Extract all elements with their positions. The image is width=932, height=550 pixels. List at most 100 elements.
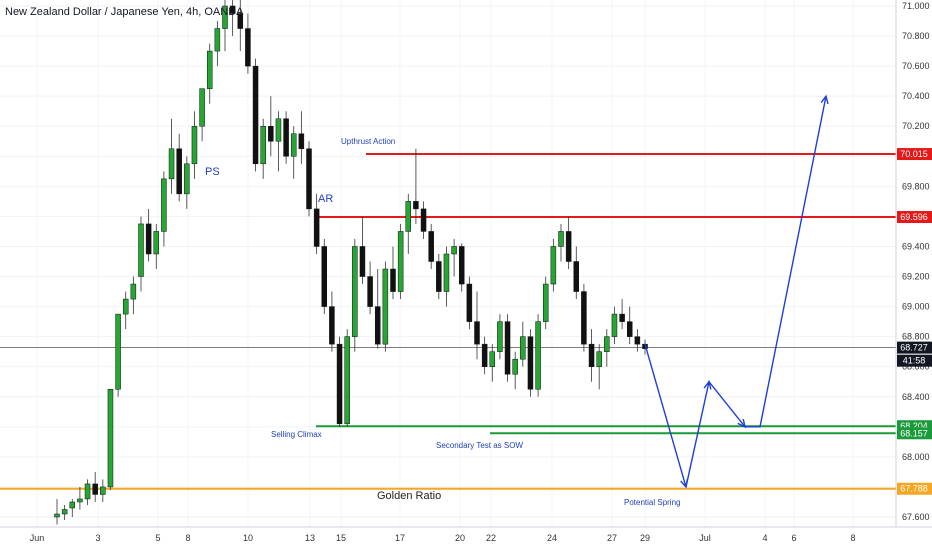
- candle: [527, 329, 534, 397]
- candle: [168, 118, 175, 194]
- time-tick-label: Jun: [30, 533, 45, 543]
- chart-title: New Zealand Dollar / Japanese Yen, 4h, O…: [5, 6, 244, 18]
- price-label-text: 68.157: [900, 428, 928, 438]
- selling-climax-label: Selling Climax: [271, 430, 322, 439]
- ar-label: AR: [318, 193, 333, 205]
- candle-body: [290, 133, 297, 157]
- candle: [497, 314, 503, 360]
- candle: [321, 238, 328, 315]
- candle: [184, 156, 190, 209]
- candle-body: [527, 336, 534, 390]
- candle-body: [61, 509, 68, 515]
- price-tick-label: 70.600: [902, 61, 930, 71]
- candle: [420, 201, 427, 239]
- candle-body: [245, 28, 251, 67]
- candle-body: [397, 231, 404, 292]
- candle: [451, 238, 457, 277]
- candle: [382, 261, 389, 352]
- time-tick-label: 3: [95, 533, 100, 543]
- price-label-text: 41:58: [903, 356, 926, 366]
- candle-body: [199, 88, 205, 127]
- candle-body: [275, 118, 282, 142]
- candle: [176, 133, 182, 202]
- price-label-bg: [897, 341, 932, 354]
- candle-body: [550, 246, 557, 285]
- price-levels: [0, 153, 896, 490]
- candle: [298, 111, 305, 164]
- candle: [581, 284, 587, 352]
- candle-body: [466, 283, 473, 322]
- candle: [611, 306, 618, 345]
- candle-body: [558, 231, 564, 247]
- candle-body: [420, 208, 427, 232]
- candle-body: [344, 336, 350, 425]
- candle: [107, 389, 114, 490]
- candle-body: [138, 223, 144, 277]
- candle: [359, 216, 366, 285]
- candle-body: [229, 5, 236, 14]
- candle: [191, 111, 198, 179]
- price-tick-label: 68.600: [902, 362, 930, 372]
- projection-path: [644, 94, 829, 489]
- candle-body: [191, 125, 198, 165]
- candle: [199, 88, 205, 142]
- time-tick-label: 8: [185, 533, 190, 543]
- price-label-text: 69.596: [900, 212, 928, 222]
- candle: [481, 336, 488, 375]
- time-tick-label: 20: [455, 533, 465, 543]
- candle: [458, 243, 465, 292]
- price-tick-label: 68.800: [902, 332, 930, 342]
- candle: [390, 246, 396, 300]
- candle-body: [428, 231, 434, 262]
- price-tick-label: 70.800: [902, 31, 930, 41]
- candle-body: [92, 483, 98, 495]
- candle: [604, 329, 610, 367]
- price-tick-label: 70.200: [902, 121, 930, 131]
- candle: [54, 498, 60, 525]
- time-tick-label: Jul: [699, 533, 711, 543]
- candle-body: [214, 28, 221, 52]
- candle: [352, 238, 358, 352]
- candle-body: [306, 148, 312, 210]
- candle: [100, 479, 106, 502]
- candle-body: [611, 313, 618, 337]
- candle: [313, 193, 320, 254]
- candle-body: [573, 261, 580, 292]
- candle-body: [535, 321, 541, 390]
- candle-body: [504, 321, 511, 375]
- candle-body: [520, 336, 526, 360]
- grid-lines: [0, 5, 896, 518]
- candle: [344, 329, 350, 427]
- time-tick-label: 27: [607, 533, 617, 543]
- candle: [222, 0, 228, 52]
- price-axis-ticks: 71.00070.80070.60070.40070.20070.00069.8…: [902, 1, 930, 522]
- price-tick-label: 67.600: [902, 512, 930, 522]
- price-label: 68.727: [897, 341, 932, 354]
- candle: [474, 291, 480, 360]
- time-axis-ticks: Jun 3 5 8 10 13 15 17 20 22 24 27 29 Jul 4 6 8: [30, 533, 856, 543]
- candle: [306, 141, 312, 217]
- candle-body: [161, 178, 167, 232]
- time-tick-label: 10: [243, 533, 253, 543]
- candle: [69, 498, 76, 517]
- candle: [413, 148, 419, 224]
- candle-body: [107, 389, 114, 488]
- candle: [443, 246, 450, 307]
- candle-body: [283, 118, 289, 157]
- candle-body: [604, 336, 610, 352]
- candle-body: [69, 501, 76, 509]
- candle-body: [542, 283, 549, 322]
- candle: [260, 118, 266, 179]
- candle-body: [489, 351, 496, 367]
- candle: [550, 238, 557, 292]
- price-tick-label: 69.800: [902, 181, 930, 191]
- candle: [535, 314, 541, 397]
- time-tick-label: 22: [486, 533, 496, 543]
- candle: [130, 276, 137, 315]
- candle-body: [565, 231, 572, 262]
- price-tick-label: 68.400: [902, 392, 930, 402]
- candle-body: [237, 13, 244, 29]
- candle-body: [313, 208, 320, 247]
- candle: [268, 96, 274, 157]
